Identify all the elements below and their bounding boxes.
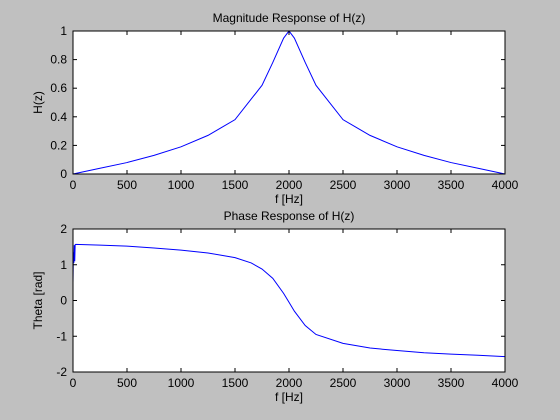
phase-x-tick-label: 3000 bbox=[384, 376, 411, 390]
magnitude-y-tick-label: 0.8 bbox=[50, 53, 67, 67]
magnitude-y-ticks: 0 0.2 0.4 0.6 0.8 1 bbox=[50, 24, 505, 181]
magnitude-x-tick-label: 1000 bbox=[168, 178, 195, 192]
phase-x-tick-label: 4000 bbox=[492, 376, 519, 390]
magnitude-x-tick-label: 4000 bbox=[492, 178, 519, 192]
phase-y-tick-label: 1 bbox=[60, 258, 67, 272]
phase-y-tick-label: -1 bbox=[56, 329, 67, 343]
magnitude-x-tick-label: 500 bbox=[117, 178, 137, 192]
magnitude-x-tick-label: 2000 bbox=[276, 178, 303, 192]
magnitude-y-axis-label: H(z) bbox=[31, 91, 45, 114]
phase-series-line bbox=[72, 243, 506, 358]
magnitude-x-tick-label: 2500 bbox=[330, 178, 357, 192]
magnitude-x-tick-label: 3000 bbox=[384, 178, 411, 192]
phase-axes-background bbox=[73, 229, 505, 372]
magnitude-y-tick-label: 0.6 bbox=[50, 81, 67, 95]
magnitude-y-tick-label: 0 bbox=[60, 167, 67, 181]
magnitude-y-tick-label: 0.4 bbox=[50, 110, 67, 124]
phase-y-tick-label: 2 bbox=[60, 222, 67, 236]
phase-y-ticks: -2 -1 0 1 2 bbox=[56, 222, 505, 379]
phase-x-axis-label: f [Hz] bbox=[275, 390, 303, 404]
phase-x-tick-label: 1000 bbox=[168, 376, 195, 390]
magnitude-axes-background bbox=[73, 31, 505, 174]
phase-chart-title: Phase Response of H(z) bbox=[224, 209, 355, 223]
magnitude-x-axis-label: f [Hz] bbox=[275, 192, 303, 206]
phase-x-tick-label: 500 bbox=[117, 376, 137, 390]
phase-x-tick-label: 0 bbox=[70, 376, 77, 390]
magnitude-y-tick-label: 0.2 bbox=[50, 138, 67, 152]
phase-x-tick-label: 3500 bbox=[438, 376, 465, 390]
phase-y-tick-label: -2 bbox=[56, 365, 67, 379]
magnitude-chart-title: Magnitude Response of H(z) bbox=[213, 11, 366, 25]
phase-x-tick-label: 2500 bbox=[330, 376, 357, 390]
magnitude-x-tick-label: 0 bbox=[70, 178, 77, 192]
magnitude-x-tick-label: 3500 bbox=[438, 178, 465, 192]
phase-x-tick-label: 1500 bbox=[222, 376, 249, 390]
phase-y-tick-label: 0 bbox=[60, 294, 67, 308]
magnitude-plot: 0 500 1000 1500 2000 2500 3000 3500 4000 0 0.2 0.4… bbox=[31, 11, 519, 206]
magnitude-x-tick-label: 1500 bbox=[222, 178, 249, 192]
magnitude-x-ticks: 0 500 1000 1500 2000 2500 3000 3500 4000 bbox=[70, 31, 519, 192]
phase-plot: 0 500 1000 1500 2000 2500 3000 3500 4000 -2 -1 0 1 2… bbox=[31, 209, 519, 404]
magnitude-y-tick-label: 1 bbox=[60, 24, 67, 38]
phase-x-tick-label: 2000 bbox=[276, 376, 303, 390]
phase-x-ticks: 0 500 1000 1500 2000 2500 3000 3500 4000 bbox=[70, 229, 519, 390]
phase-y-axis-label: Theta [rad] bbox=[31, 271, 45, 329]
